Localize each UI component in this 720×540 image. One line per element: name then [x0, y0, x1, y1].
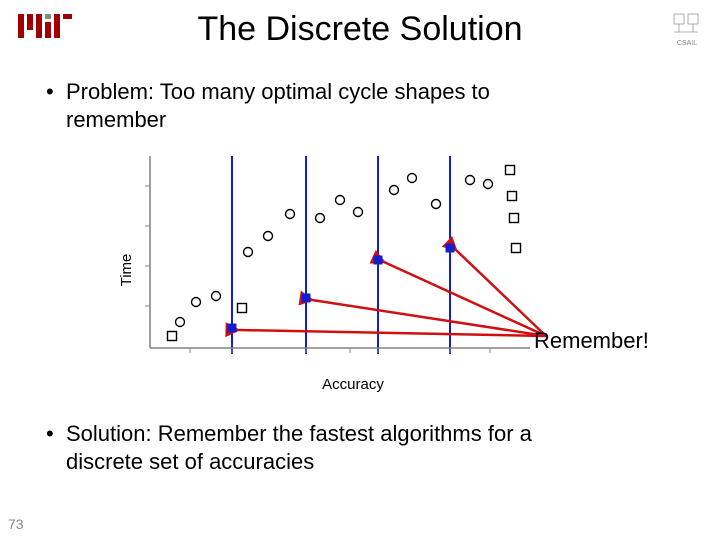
- remember-label: Remember!: [534, 328, 649, 354]
- page-title: The Discrete Solution: [0, 10, 720, 49]
- scatter-chart: Time Accuracy: [138, 152, 568, 387]
- bullet1-line2: remember: [66, 107, 166, 132]
- bullet1-line1: Problem: Too many optimal cycle shapes t…: [66, 79, 490, 104]
- bullet-solution: • Solution: Remember the fastest algorit…: [66, 420, 532, 475]
- bullet-dot-icon: •: [46, 420, 54, 448]
- page-number: 73: [8, 516, 24, 532]
- bullet-problem: • Problem: Too many optimal cycle shapes…: [66, 78, 490, 133]
- bullet2-line2: discrete set of accuracies: [66, 449, 314, 474]
- bullet-dot-icon: •: [46, 78, 54, 106]
- chart-ylabel: Time: [118, 253, 135, 286]
- chart-xlabel: Accuracy: [322, 376, 384, 393]
- bullet2-line1: Solution: Remember the fastest algorithm…: [66, 421, 532, 446]
